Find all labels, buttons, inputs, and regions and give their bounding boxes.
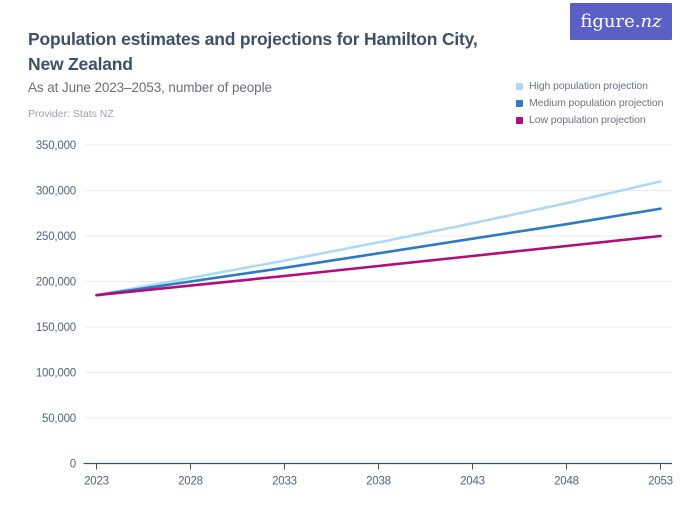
y-axis-tick-label: 350,000: [36, 140, 76, 152]
legend-item-medium[interactable]: Medium population projection: [516, 97, 663, 109]
y-axis-tick-label: 50,000: [42, 413, 76, 425]
logo-text: figure.: [580, 11, 641, 32]
page-title: Population estimates and projections for…: [28, 27, 548, 77]
legend-label: Medium population projection: [529, 97, 664, 109]
x-axis-tick-label: 2028: [178, 476, 203, 488]
medium-series-swatch: [516, 99, 523, 107]
figurenz-logo[interactable]: figure. nz: [570, 3, 672, 40]
title-line-1: Population estimates and projections for…: [28, 29, 478, 49]
title-line-2: New Zealand: [28, 54, 133, 74]
logo-text-suffix: nz: [640, 11, 662, 32]
y-axis-tick-label: 100,000: [36, 368, 76, 380]
y-axis-tick-label: 300,000: [36, 186, 76, 198]
x-axis-tick-label: 2053: [648, 476, 673, 488]
series-line-low: [95, 234, 662, 297]
series-line-medium: [95, 207, 662, 297]
provider-label: Provider: Stats NZ: [28, 108, 114, 120]
population-projection-line-chart: 0 50,000 100,000 150,000 200,000 250,000 300,0…: [36, 140, 673, 488]
legend-label: High population projection: [529, 80, 648, 92]
high-series-swatch: [516, 82, 523, 90]
x-axis-tick-label: 2023: [84, 476, 109, 488]
legend-label: Low population projection: [529, 114, 646, 126]
y-axis-tick-label: 0: [70, 459, 76, 471]
x-axis-tick-label: 2043: [460, 476, 485, 488]
chart-legend: High population projection Medium popula…: [516, 80, 663, 126]
x-axis-tick-label: 2048: [554, 476, 579, 488]
legend-item-low[interactable]: Low population projection: [516, 114, 663, 126]
x-axis-tick-label: 2033: [272, 476, 297, 488]
y-axis-tick-label: 200,000: [36, 277, 76, 289]
y-axis-tick-label: 150,000: [36, 322, 76, 334]
x-axis-tick-label: 2038: [366, 476, 391, 488]
legend-item-high[interactable]: High population projection: [516, 80, 663, 92]
y-axis-tick-label: 250,000: [36, 231, 76, 243]
low-series-swatch: [516, 116, 523, 124]
series-line-high: [95, 180, 662, 297]
chart-subtitle: As at June 2023–2053, number of people: [28, 80, 272, 95]
